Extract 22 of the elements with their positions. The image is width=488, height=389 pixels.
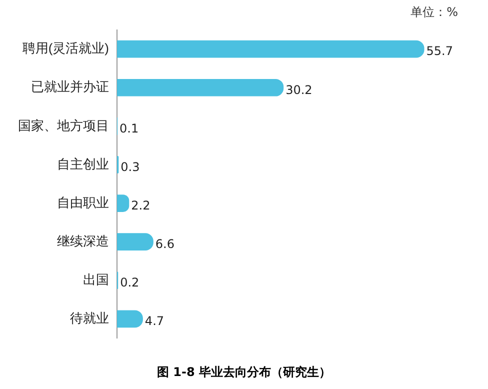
bar xyxy=(117,40,424,58)
y-tick-label: 待就业 xyxy=(70,310,109,326)
bar xyxy=(117,78,284,96)
y-tick-label: 国家、地方项目 xyxy=(18,118,109,133)
y-tick-label: 自由职业 xyxy=(57,194,109,210)
data-label: 0.1 xyxy=(120,121,139,136)
data-label: 6.6 xyxy=(155,236,175,251)
y-tick-label: 聘用(灵活就业) xyxy=(22,40,109,56)
data-label: 30.2 xyxy=(286,82,312,97)
y-tick-label: 继续深造 xyxy=(57,233,109,248)
data-label: 0.3 xyxy=(120,160,140,174)
data-label: 2.2 xyxy=(131,198,150,212)
y-tick-label: 已就业并办证 xyxy=(31,79,109,94)
bar xyxy=(117,310,143,328)
bar xyxy=(117,233,154,250)
data-label: 0.2 xyxy=(120,276,140,290)
y-tick-label: 自主创业 xyxy=(57,156,109,172)
y-tick-label: 出国 xyxy=(83,272,109,287)
text: 图 1-8 毕业去向分布（研究生） xyxy=(156,364,332,381)
data-label: 55.7 xyxy=(426,44,453,58)
text: 单位：% xyxy=(410,4,458,21)
data-label: 4.7 xyxy=(144,314,164,328)
